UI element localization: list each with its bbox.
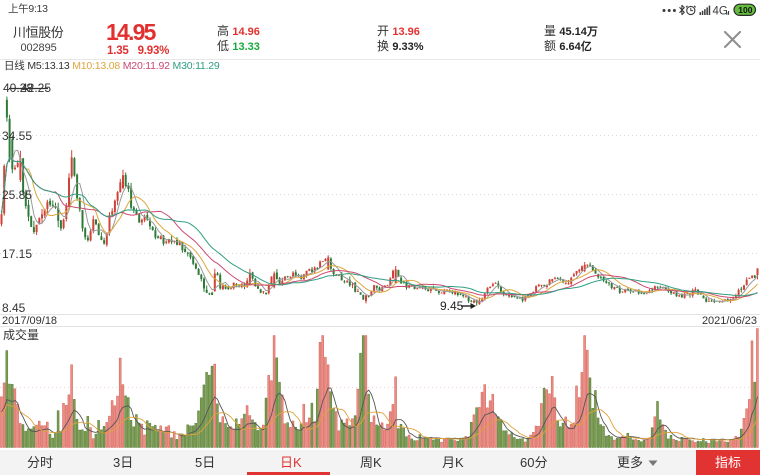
svg-text:100: 100	[738, 5, 752, 15]
svg-text:4G: 4G	[713, 6, 728, 18]
